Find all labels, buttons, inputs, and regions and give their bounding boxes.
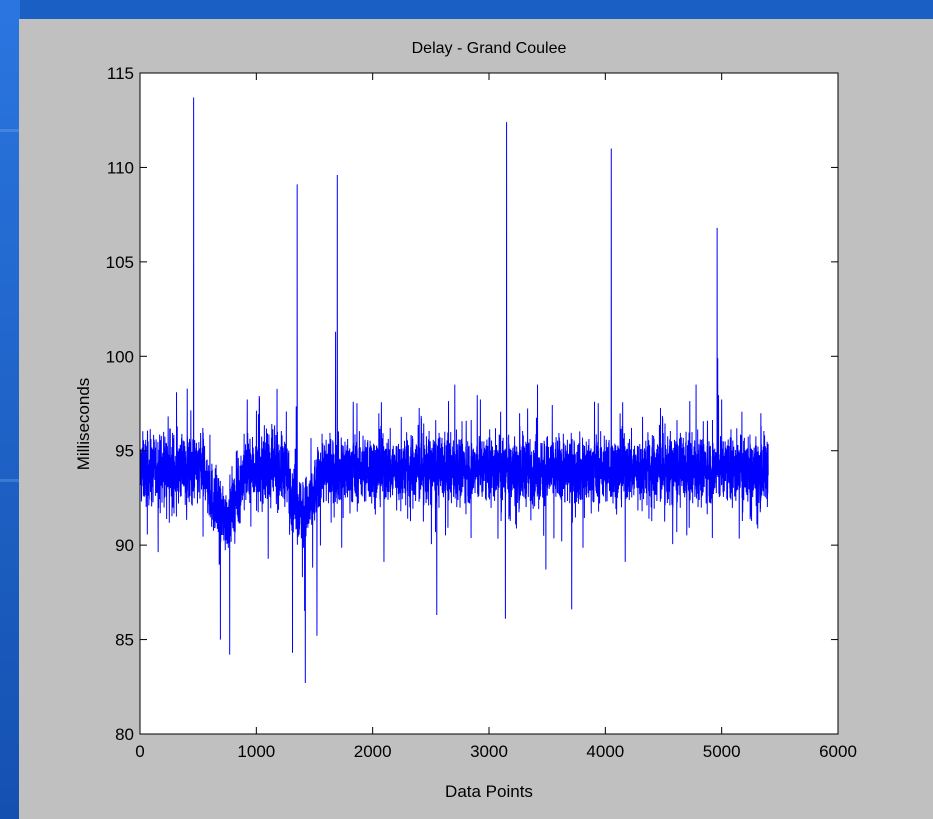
y-tick-label: 115 — [107, 64, 134, 83]
x-tick-label: 5000 — [703, 742, 741, 761]
x-tick-label: 0 — [135, 742, 144, 761]
y-tick-label: 90 — [115, 536, 134, 555]
y-tick-label: 110 — [107, 158, 134, 177]
y-tick-label: 95 — [115, 442, 134, 461]
x-tick-label: 4000 — [586, 742, 624, 761]
chart: 0 1000 2000 3000 4000 5000 6000 80 85 90 95 100 105 1… — [74, 40, 857, 801]
y-tick-label: 105 — [106, 253, 134, 272]
y-axis-label: Milliseconds — [74, 378, 93, 471]
x-tick-label: 1000 — [237, 742, 275, 761]
figure-window: 0 1000 2000 3000 4000 5000 6000 80 85 90 95 100 105 1… — [19, 19, 933, 819]
y-tick-label: 85 — [115, 631, 134, 650]
x-axis-label: Data Points — [445, 782, 533, 801]
y-tick-label: 100 — [106, 347, 134, 366]
x-tick-label: 2000 — [354, 742, 392, 761]
x-tick-label: 3000 — [470, 742, 508, 761]
series-line — [139, 97, 769, 684]
x-tick-label: 6000 — [819, 742, 857, 761]
y-tick-label: 80 — [115, 725, 134, 744]
chart-title: Delay - Grand Coulee — [412, 40, 567, 57]
background-stripe — [0, 0, 20, 819]
plot-background — [140, 73, 838, 734]
